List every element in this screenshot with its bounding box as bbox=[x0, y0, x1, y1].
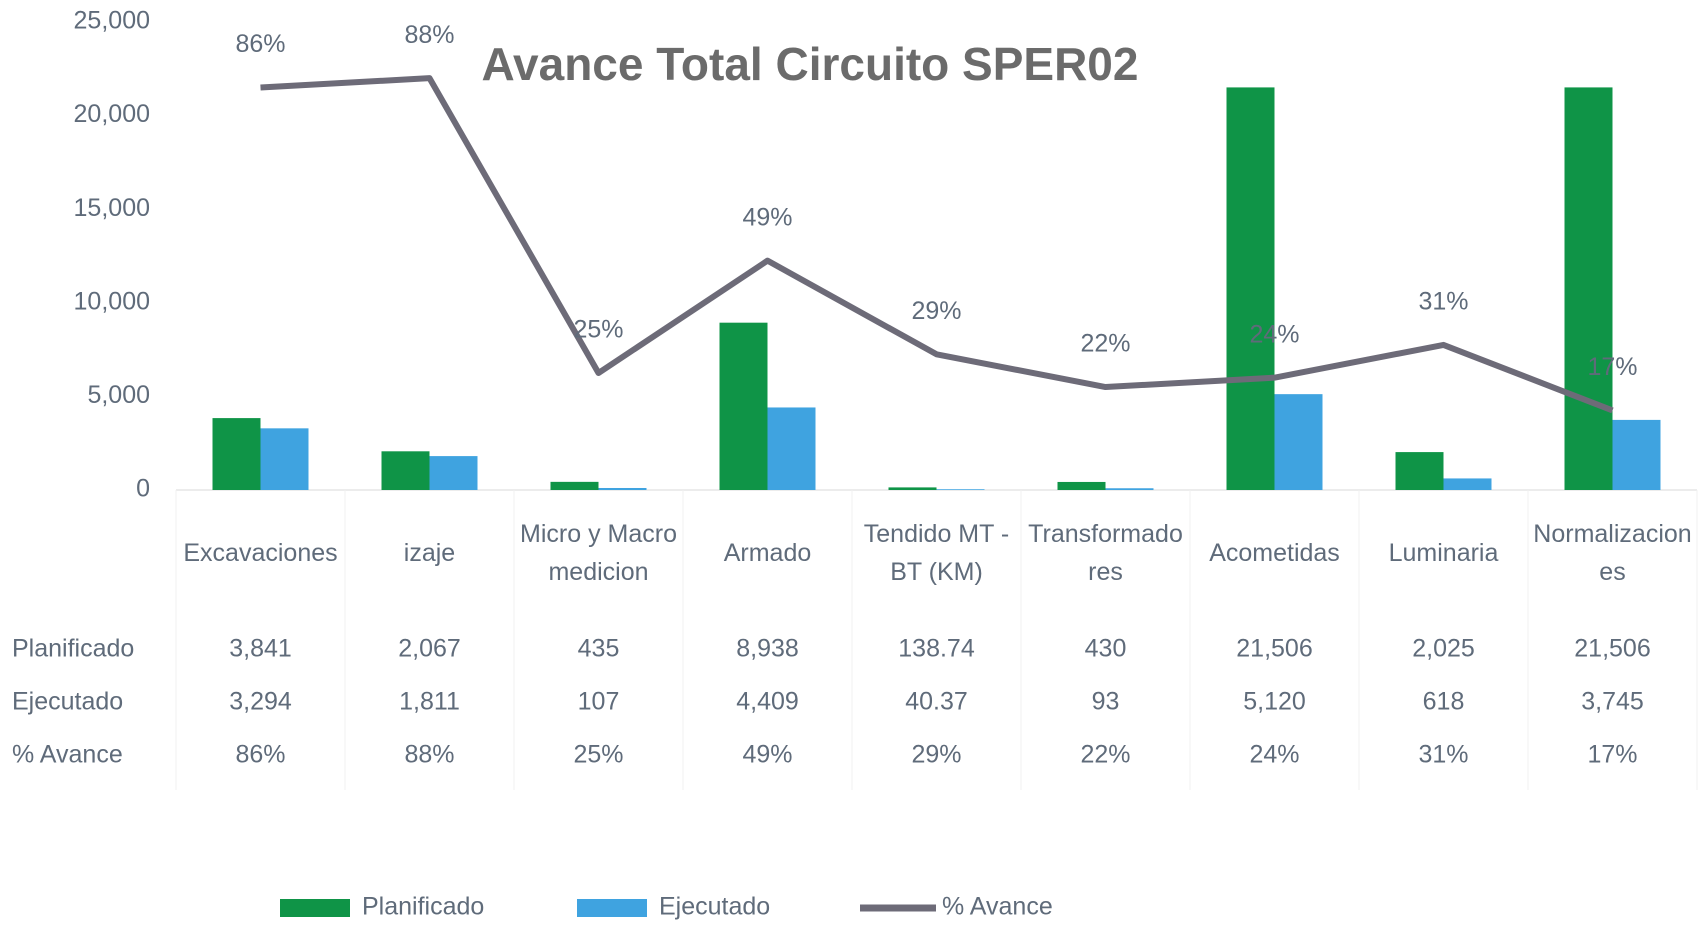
table-cell: 138.74 bbox=[898, 635, 975, 663]
data-label: 25% bbox=[573, 316, 623, 344]
x-tick-label: Armado bbox=[723, 539, 812, 567]
legend-label: Planificado bbox=[362, 893, 484, 921]
legend-swatch bbox=[577, 899, 647, 917]
table-cell: 5,120 bbox=[1243, 688, 1306, 716]
bar bbox=[429, 456, 478, 490]
x-tick-label-box: Armado bbox=[723, 539, 812, 567]
bar bbox=[888, 487, 937, 490]
x-tick-label-box: Micro y Macromedicion bbox=[520, 520, 677, 586]
bar bbox=[1226, 87, 1275, 490]
x-tick-label: Transformadores bbox=[1028, 520, 1183, 586]
table-cell: 3,294 bbox=[229, 688, 292, 716]
data-label: 29% bbox=[911, 297, 961, 325]
table-cell: 17% bbox=[1587, 741, 1637, 769]
bar bbox=[1612, 419, 1661, 490]
table-cell: 29% bbox=[911, 741, 961, 769]
table-row-header: Planificado bbox=[12, 635, 134, 663]
x-tick-label: Tendido MT - BT (KM) bbox=[863, 520, 1010, 586]
data-label: 88% bbox=[404, 21, 454, 49]
data-label: 49% bbox=[742, 203, 792, 231]
y-tick-label: 0 bbox=[136, 475, 150, 503]
data-label: 86% bbox=[235, 30, 285, 58]
x-tick-label-box: Luminaria bbox=[1388, 539, 1499, 567]
x-tick-label-box: izaje bbox=[403, 539, 456, 567]
table-cell: 40.37 bbox=[905, 688, 968, 716]
bar bbox=[1443, 478, 1492, 490]
bar bbox=[767, 407, 816, 490]
table-cell: 22% bbox=[1080, 741, 1130, 769]
table-cell: 4,409 bbox=[736, 688, 799, 716]
legend-label: % Avance bbox=[942, 893, 1053, 921]
x-tick-label: Excavaciones bbox=[183, 539, 338, 567]
y-tick-label: 20,000 bbox=[74, 100, 150, 128]
table-cell: 49% bbox=[742, 741, 792, 769]
bar bbox=[381, 451, 430, 490]
chart-title: Avance Total Circuito SPER02 bbox=[482, 38, 1139, 90]
data-label: 22% bbox=[1080, 330, 1130, 358]
table-cell: 21,506 bbox=[1236, 635, 1312, 663]
data-label: 24% bbox=[1249, 320, 1299, 348]
table-cell: 2,067 bbox=[398, 635, 461, 663]
x-tick-label: Luminaria bbox=[1388, 539, 1499, 567]
x-tick-label: Acometidas bbox=[1209, 539, 1340, 567]
bar bbox=[598, 487, 647, 490]
x-tick-label: Normalizaciones bbox=[1533, 520, 1692, 586]
bar bbox=[936, 489, 985, 490]
x-tick-label-box: Transformadores bbox=[1028, 520, 1183, 586]
table-cell: 107 bbox=[578, 688, 620, 716]
table-cell: 3,745 bbox=[1581, 688, 1644, 716]
bar bbox=[550, 481, 599, 490]
y-tick-label: 10,000 bbox=[74, 287, 150, 315]
bar bbox=[1057, 481, 1106, 490]
x-tick-label: Micro y Macromedicion bbox=[520, 520, 677, 586]
bar bbox=[1564, 87, 1613, 490]
y-tick-label: 15,000 bbox=[74, 194, 150, 222]
table-cell: 2,025 bbox=[1412, 635, 1475, 663]
bar bbox=[212, 418, 261, 490]
table-cell: 88% bbox=[404, 741, 454, 769]
x-tick-label-box: Excavaciones bbox=[183, 539, 338, 567]
table-cell: 435 bbox=[578, 635, 620, 663]
table-cell: 93 bbox=[1092, 688, 1120, 716]
x-tick-label: izaje bbox=[403, 539, 456, 567]
table-cell: 25% bbox=[573, 741, 623, 769]
x-tick-label-box: Acometidas bbox=[1209, 539, 1340, 567]
table-cell: 430 bbox=[1085, 635, 1127, 663]
legend-swatch bbox=[280, 899, 350, 917]
table-cell: 24% bbox=[1249, 741, 1299, 769]
table-cell: 8,938 bbox=[736, 635, 799, 663]
x-tick-label-box: Normalizaciones bbox=[1533, 520, 1692, 586]
x-tick-label-box: Tendido MT - BT (KM) bbox=[863, 520, 1010, 586]
legend-label: Ejecutado bbox=[659, 893, 770, 921]
table-cell: 86% bbox=[235, 741, 285, 769]
line bbox=[260, 75, 1614, 414]
data-label: 31% bbox=[1418, 288, 1468, 316]
table-cell: 31% bbox=[1418, 741, 1468, 769]
bar bbox=[719, 322, 768, 490]
bar bbox=[1395, 452, 1444, 490]
y-tick-label: 5,000 bbox=[87, 381, 150, 409]
bar bbox=[1105, 488, 1154, 490]
data-label: 17% bbox=[1587, 353, 1637, 381]
table-cell: 1,811 bbox=[399, 688, 460, 716]
table-cell: 21,506 bbox=[1574, 635, 1650, 663]
bar bbox=[1274, 394, 1323, 490]
bar bbox=[260, 428, 309, 490]
table-cell: 3,841 bbox=[229, 635, 292, 663]
y-tick-label: 25,000 bbox=[74, 7, 150, 35]
table-cell: 618 bbox=[1423, 688, 1465, 716]
table-row-header: % Avance bbox=[12, 741, 123, 769]
table-row-header: Ejecutado bbox=[12, 688, 123, 716]
